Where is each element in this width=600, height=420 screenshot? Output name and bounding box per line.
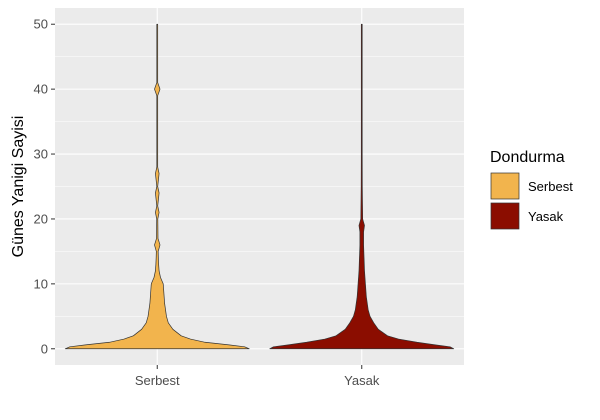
y-tick-label-40: 40	[34, 82, 48, 97]
grid-minor	[55, 56, 464, 317]
legend: Dondurma Serbest Yasak	[490, 149, 573, 230]
y-tick-label-30: 30	[34, 147, 48, 162]
legend-key-serbest	[490, 172, 520, 200]
y-tick-label-20: 20	[34, 211, 48, 226]
y-axis-title: Günes Yanigi Sayisi	[10, 116, 27, 258]
legend-label-yasak: Yasak	[528, 209, 564, 224]
violin-serbest	[64, 23, 250, 350]
y-tick-label-0: 0	[41, 341, 48, 356]
y-tick-label-10: 10	[34, 276, 48, 291]
violin-yasak	[269, 23, 455, 350]
legend-title: Dondurma	[490, 149, 565, 166]
x-tick-label-serbest: Serbest	[135, 373, 180, 388]
x-axis: Serbest Yasak	[135, 365, 380, 388]
legend-key-yasak	[490, 202, 520, 230]
legend-label-serbest: Serbest	[528, 179, 573, 194]
x-tick-label-yasak: Yasak	[344, 373, 380, 388]
y-axis: 0 10 20 30 40 50	[34, 17, 55, 356]
violins	[64, 23, 455, 350]
grid-major	[55, 8, 464, 365]
y-tick-label-50: 50	[34, 17, 48, 32]
